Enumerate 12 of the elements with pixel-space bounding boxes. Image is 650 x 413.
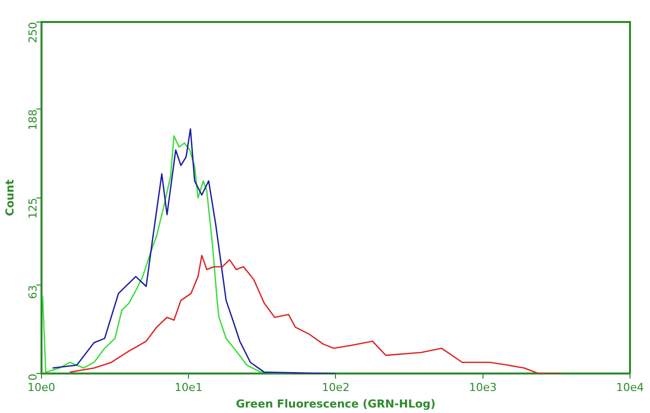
y-axis-title: Count	[3, 180, 16, 216]
x-tick-label: 10e4	[616, 381, 644, 394]
x-tick-label: 10e2	[322, 381, 350, 394]
y-tick-label: 63	[26, 284, 40, 299]
x-tick-label: 10e0	[28, 381, 56, 394]
y-tick-label: 188	[26, 109, 40, 130]
x-tick-label: 10e3	[468, 381, 497, 394]
y-tick-label: 250	[26, 22, 40, 43]
y-tick-label: 0	[26, 374, 40, 381]
x-tick-label: 10e1	[174, 381, 202, 394]
x-axis-title: Green Fluorescence (GRN-HLog)	[236, 397, 436, 410]
y-tick-label: 125	[26, 198, 40, 219]
